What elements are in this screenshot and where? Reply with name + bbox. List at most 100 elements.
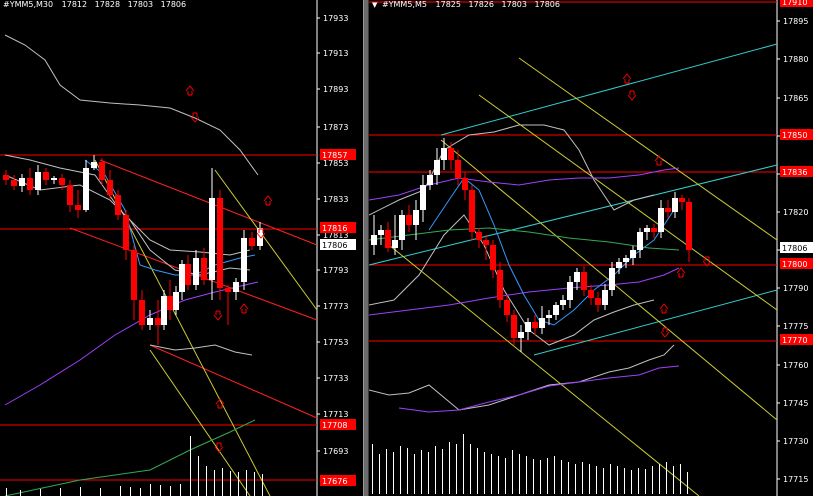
right-channel-yellow-1	[518, 57, 778, 241]
right-volume-bar-35	[617, 466, 618, 494]
right-high: 17826	[468, 0, 494, 9]
left-price-label: 17773	[323, 302, 348, 311]
right-volume-bar-28	[568, 462, 569, 494]
right-tag-line-2-bg	[780, 166, 813, 177]
left-volume-bar-18	[230, 471, 231, 496]
right-open: 17825	[435, 0, 461, 9]
right-price-label: 17895	[783, 17, 808, 26]
right-volume-bar-5	[407, 448, 408, 494]
right-volume-bar-37	[631, 470, 632, 494]
right-ma-purple-upper	[369, 167, 680, 201]
left-arrow-up	[239, 303, 249, 314]
right-volume-bar-0	[372, 444, 373, 494]
left-chart-title: #YMM5,M30 17812 17828 17803 17806	[3, 0, 191, 10]
left-volume-bar-6	[120, 486, 121, 496]
left-candle-22-body	[173, 292, 179, 310]
right-candle-34-body	[609, 268, 615, 290]
right-candle-38-body	[637, 232, 643, 250]
left-price-label: 17853	[323, 159, 348, 168]
right-candle-25-body	[546, 315, 552, 318]
right-volume-bar-20	[512, 450, 513, 494]
right-volume-bar-41	[659, 464, 660, 494]
right-candle-45-body	[686, 202, 692, 250]
left-price-label: 17693	[323, 447, 348, 456]
right-candle-11-body	[448, 148, 454, 160]
right-volume-bar-8	[428, 452, 429, 494]
right-candle-16-body	[483, 240, 489, 245]
left-candle-3-body	[27, 178, 33, 190]
left-tag-low-line-bg	[320, 419, 356, 430]
right-candle-42-body	[665, 208, 671, 212]
left-candle-15-body	[123, 215, 129, 250]
right-tag-line-3: 17800	[782, 260, 807, 269]
left-arrow-down	[213, 310, 223, 321]
left-volume-bar-16	[214, 470, 215, 496]
left-tag-top-line: 17857	[322, 151, 347, 160]
left-ma-blue	[84, 159, 256, 276]
right-tag-line-3-bg	[780, 258, 813, 269]
left-candle-21-body	[167, 296, 173, 310]
right-candle-44-body	[679, 198, 685, 202]
left-tag-low-line: 17708	[322, 421, 347, 430]
right-volume-bar-45	[687, 472, 688, 494]
right-volume-bar-2	[386, 449, 387, 494]
right-volume-bar-38	[638, 468, 639, 494]
right-chart-canvas[interactable]: 1789517880178651785017835178201780517790…	[369, 0, 813, 496]
right-ma-purple-low	[398, 365, 680, 413]
right-price-label: 17790	[783, 284, 808, 293]
left-candle-7-body	[59, 178, 65, 185]
left-chart-panel[interactable]: 17933 17913 17893 17873 17853 17833 17813 17793…	[0, 0, 363, 496]
panel-splitter[interactable]	[363, 0, 369, 496]
right-volume-bar-43	[673, 466, 674, 494]
left-arrow-down	[256, 228, 266, 239]
right-candle-10-body	[441, 148, 447, 160]
right-tag-current-bg	[780, 242, 813, 253]
left-candle-8-body	[67, 185, 73, 205]
left-envelope-lower	[149, 344, 253, 356]
left-channel-red-lower	[149, 344, 318, 419]
left-volume-bar-8	[140, 488, 141, 496]
right-volume-bar-12	[456, 444, 457, 494]
left-volume-bar-3	[60, 488, 61, 496]
right-candle-23-body	[532, 322, 538, 328]
left-tag-mid-line-bg	[320, 222, 356, 233]
right-chart-panel[interactable]: 1789517880178651785017835178201780517790…	[369, 0, 813, 496]
left-close: 17806	[160, 0, 187, 9]
right-price-label: 17730	[783, 437, 808, 446]
left-candle-25-body	[193, 258, 199, 285]
right-channel-yellow-4	[388, 244, 700, 496]
right-candle-14-body	[469, 190, 475, 232]
right-volume-bar-11	[449, 442, 450, 494]
left-candle-0-body	[3, 175, 9, 180]
left-chart-canvas[interactable]: 17933 17913 17893 17873 17853 17833 17813 17793…	[0, 0, 363, 496]
left-candle-4-body	[35, 172, 41, 190]
left-volume-bar-0	[6, 488, 7, 496]
left-tag-current-bg	[320, 239, 356, 250]
right-tag-current: 17806	[782, 244, 807, 253]
right-envelope-lower	[369, 214, 655, 346]
left-candle-20-body	[161, 296, 167, 325]
left-arrow-up	[263, 195, 273, 206]
left-arrow-up	[185, 85, 195, 96]
right-volume-bar-1	[379, 454, 380, 494]
right-price-label: 17745	[783, 399, 808, 408]
left-title-text: #YMM5,M30	[3, 0, 54, 9]
right-volume-bar-22	[526, 456, 527, 494]
right-tag-line-1-bg	[780, 129, 813, 140]
right-tag-line-2: 17836	[782, 168, 807, 177]
right-volume-bar-4	[400, 446, 401, 494]
right-candle-43-body	[672, 198, 678, 212]
right-price-label: 17865	[783, 94, 808, 103]
left-volume-bar-15	[206, 466, 207, 496]
right-volume-bar-40	[652, 466, 653, 494]
left-tag-mid-line: 17816	[322, 224, 347, 233]
left-price-label: 17913	[323, 49, 348, 58]
left-volume-bar-5	[100, 488, 101, 496]
triangle-down-icon: ▼	[372, 1, 378, 9]
left-candle-32-body	[249, 238, 255, 246]
right-volume-bar-6	[414, 454, 415, 494]
left-volume-bar-22	[262, 474, 263, 496]
right-candle-26-body	[553, 305, 559, 315]
right-price-label: 17820	[783, 208, 808, 217]
right-tag-line-4-bg	[780, 334, 813, 345]
